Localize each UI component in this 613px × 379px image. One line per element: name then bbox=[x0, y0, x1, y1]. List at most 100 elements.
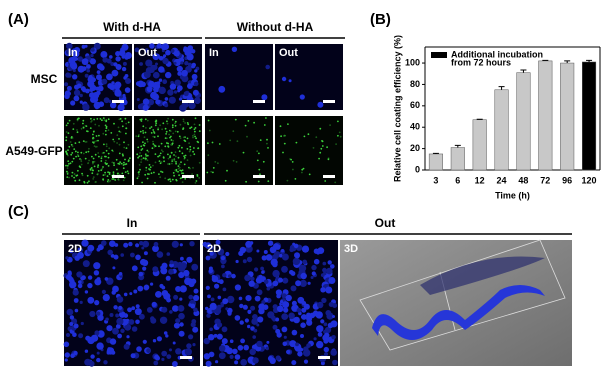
cell bbox=[234, 354, 241, 360]
cell bbox=[317, 101, 324, 108]
cell bbox=[92, 169, 94, 172]
cell bbox=[80, 127, 83, 130]
cell bbox=[73, 173, 76, 176]
cell bbox=[213, 333, 218, 338]
cell bbox=[127, 160, 130, 163]
cell bbox=[281, 76, 287, 82]
cell bbox=[173, 50, 180, 57]
cell bbox=[154, 124, 157, 127]
cell bbox=[214, 283, 220, 289]
column-header: Out bbox=[375, 216, 396, 230]
cell bbox=[171, 240, 179, 248]
cell bbox=[191, 173, 194, 176]
cell bbox=[124, 323, 132, 331]
cell bbox=[303, 135, 306, 138]
cell bbox=[116, 296, 124, 303]
cell bbox=[73, 323, 79, 329]
cell bbox=[66, 167, 69, 170]
cell bbox=[327, 158, 330, 161]
cell bbox=[71, 160, 74, 163]
cell bbox=[184, 122, 187, 124]
cell bbox=[78, 179, 81, 182]
cell bbox=[158, 66, 165, 73]
cell bbox=[69, 322, 74, 326]
cell bbox=[107, 180, 110, 183]
cell bbox=[98, 124, 100, 127]
cell bbox=[160, 149, 163, 152]
cell bbox=[227, 295, 235, 304]
cell bbox=[66, 170, 68, 173]
cell bbox=[300, 322, 306, 329]
cell bbox=[234, 315, 241, 321]
cell bbox=[246, 135, 248, 138]
cell bbox=[67, 122, 69, 125]
cell bbox=[95, 135, 98, 137]
cell bbox=[169, 262, 174, 268]
cell bbox=[150, 282, 154, 286]
cell bbox=[152, 339, 157, 343]
cell bbox=[291, 360, 297, 366]
cell bbox=[301, 171, 303, 174]
cell bbox=[180, 161, 182, 164]
cell bbox=[324, 352, 328, 357]
cell bbox=[119, 311, 126, 318]
error-bar bbox=[586, 59, 593, 62]
cell bbox=[93, 118, 95, 121]
cell bbox=[140, 145, 143, 148]
cell bbox=[211, 309, 216, 313]
cell bbox=[92, 162, 94, 165]
image-label: 2D bbox=[68, 243, 82, 255]
cell bbox=[328, 277, 336, 284]
cell bbox=[181, 69, 188, 77]
cell bbox=[64, 358, 68, 362]
cell bbox=[107, 152, 110, 155]
cell bbox=[320, 147, 323, 150]
cell bbox=[247, 310, 252, 314]
cell bbox=[174, 130, 177, 133]
cell bbox=[116, 142, 118, 144]
column-header: Without d-HA bbox=[237, 20, 314, 34]
cell bbox=[69, 315, 75, 320]
cell bbox=[125, 127, 128, 130]
error-bar bbox=[498, 86, 505, 90]
cell bbox=[266, 340, 270, 344]
cell bbox=[188, 142, 191, 145]
cell bbox=[182, 128, 184, 131]
cell bbox=[139, 118, 142, 121]
cell bbox=[150, 317, 157, 324]
cell bbox=[186, 159, 189, 162]
cell bbox=[258, 303, 266, 311]
cell bbox=[193, 288, 199, 294]
cell bbox=[93, 160, 96, 163]
cell bbox=[74, 179, 77, 182]
cell bbox=[256, 289, 263, 296]
cell bbox=[127, 172, 130, 175]
cell bbox=[337, 134, 339, 137]
cell bbox=[83, 180, 86, 183]
cell bbox=[313, 337, 317, 341]
x-tick-label: 72 bbox=[540, 175, 550, 185]
cell bbox=[109, 313, 114, 317]
cell bbox=[310, 276, 314, 279]
cell bbox=[154, 120, 157, 123]
cell bbox=[140, 258, 147, 266]
cell bbox=[239, 303, 244, 309]
cell bbox=[104, 162, 107, 164]
cell bbox=[84, 157, 87, 160]
cell bbox=[105, 119, 108, 122]
cell bbox=[161, 128, 164, 131]
cell bbox=[67, 270, 72, 275]
cell bbox=[288, 312, 295, 320]
cell bbox=[82, 122, 84, 125]
cell bbox=[112, 138, 115, 141]
scale-bar bbox=[180, 356, 192, 359]
cell bbox=[144, 118, 147, 121]
cell bbox=[81, 172, 83, 175]
scale-bar bbox=[323, 175, 335, 178]
cell bbox=[152, 129, 155, 131]
cell bbox=[181, 181, 184, 184]
cell bbox=[156, 43, 162, 49]
cell bbox=[114, 179, 117, 181]
cell bbox=[167, 89, 174, 96]
cell bbox=[327, 260, 332, 265]
